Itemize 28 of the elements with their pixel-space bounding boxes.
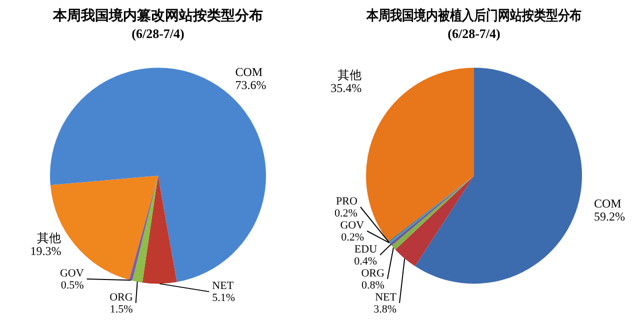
data-label: 59.2%	[594, 210, 625, 224]
chart-title: 本周我国境内被植入后门网站按类型分布	[365, 7, 582, 24]
slice-label: COM	[235, 65, 263, 80]
slice-label: GOV	[340, 219, 364, 232]
chart-subtitle: (6/28-7/4)	[448, 26, 500, 41]
slice-label: ORG	[361, 267, 385, 280]
data-label: 1.5%	[110, 303, 133, 316]
data-label: 19.3%	[30, 244, 62, 258]
data-label: 73.6%	[235, 78, 266, 92]
data-label: 0.8%	[362, 279, 384, 292]
slice-label: PRO	[336, 195, 358, 208]
data-label: 0.4%	[354, 255, 378, 268]
slice-label: NET	[212, 280, 234, 292]
slice-label: NET	[375, 291, 397, 304]
data-label: 5.1%	[212, 292, 236, 304]
chart-subtitle: (6/28-7/4)	[132, 26, 184, 41]
data-label: 0.2%	[334, 207, 358, 220]
slice-label: 其他	[37, 230, 62, 245]
slice-label: GOV	[60, 267, 84, 280]
data-label: 3.8%	[374, 303, 396, 316]
slice-label: EDU	[354, 243, 378, 256]
slice-label: COM	[594, 196, 622, 211]
slice-label: 其他	[338, 68, 362, 82]
data-label: 0.2%	[341, 231, 364, 244]
chart-title: 本周我国境内篡改网站按类型分布	[52, 7, 263, 24]
data-label: 0.5%	[60, 279, 84, 292]
data-label: 35.4%	[330, 81, 362, 96]
slice-label: ORG	[110, 291, 133, 304]
